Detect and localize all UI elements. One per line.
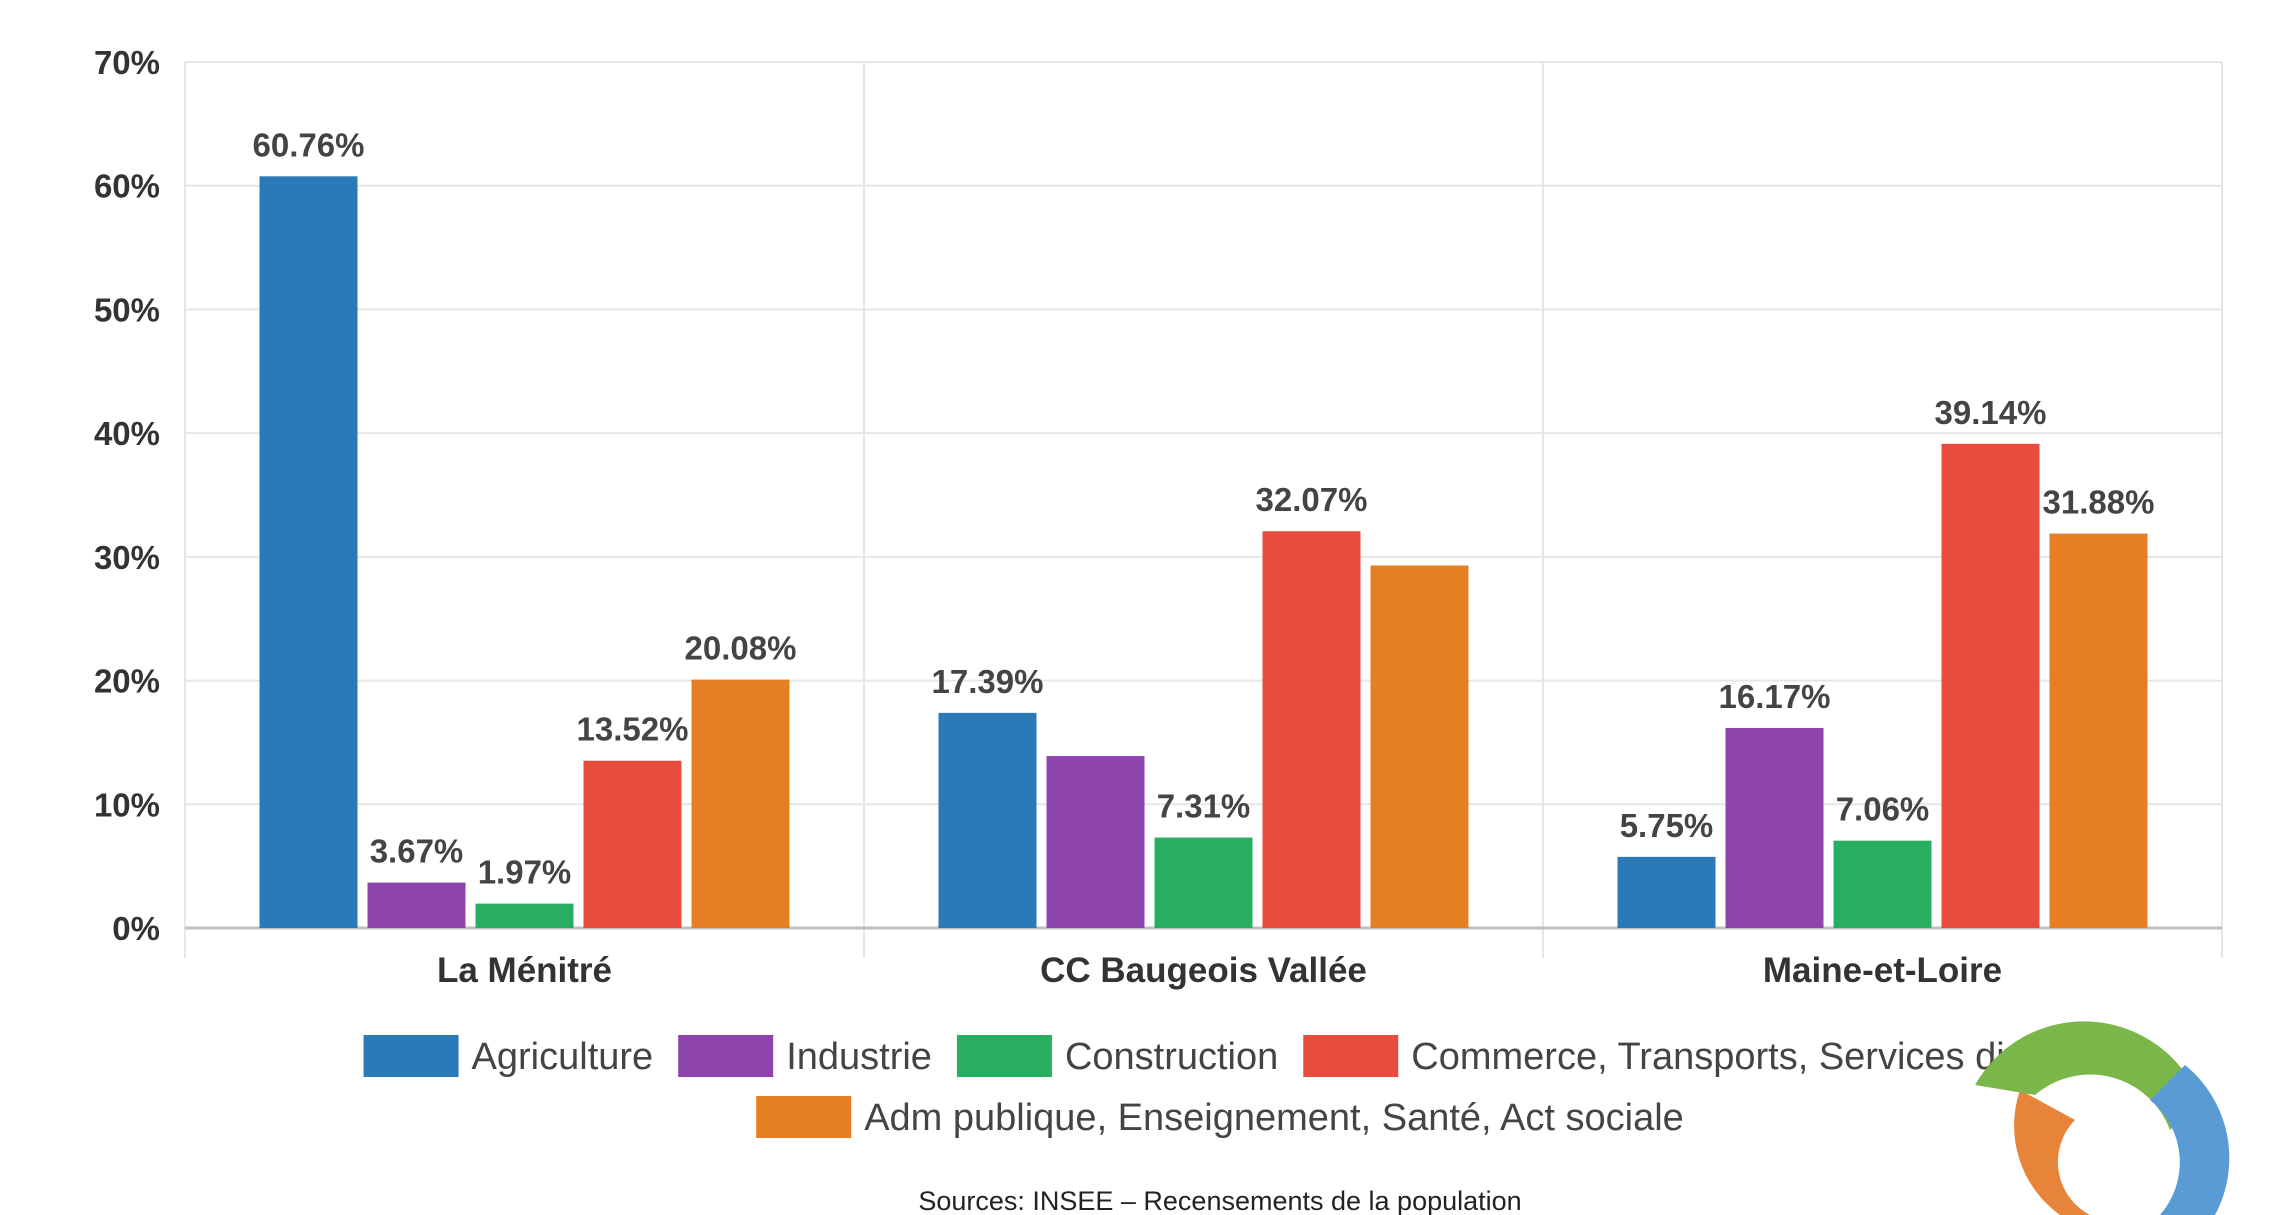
x-category-label: La Ménitré bbox=[437, 951, 612, 990]
data-label: 3.67% bbox=[370, 833, 464, 870]
legend: Agriculture Industrie Construction Commerce… bbox=[363, 1035, 2076, 1139]
bar bbox=[2049, 533, 2148, 928]
legend-label: Agriculture bbox=[472, 1036, 654, 1078]
y-tick-label: 30% bbox=[94, 539, 160, 576]
bar bbox=[691, 679, 790, 928]
bar bbox=[1617, 856, 1716, 928]
data-label: 17.39% bbox=[932, 663, 1044, 700]
data-label: 1.97% bbox=[478, 854, 572, 891]
x-category-label: Maine-et-Loire bbox=[1763, 951, 2002, 990]
bar bbox=[1833, 840, 1932, 928]
bar bbox=[1941, 443, 2040, 928]
legend-label: Commerce, Transports, Services divers bbox=[1411, 1036, 2076, 1078]
source-note: Sources: INSEE – Recensements de la popu… bbox=[918, 1186, 1521, 1215]
legend-label: Adm publique, Enseignement, Santé, Act s… bbox=[864, 1097, 1684, 1139]
y-axis-ticks: 0% 10% 20% 30% 40% 50% 60% 70% bbox=[94, 44, 160, 947]
circular-arrows-logo-icon bbox=[1975, 1021, 2230, 1215]
y-tick-label: 20% bbox=[94, 663, 160, 700]
legend-swatch bbox=[1303, 1035, 1399, 1077]
legend-label: Construction bbox=[1065, 1036, 1278, 1078]
legend-swatch bbox=[756, 1096, 852, 1138]
y-tick-label: 0% bbox=[112, 910, 160, 947]
data-label: 39.14% bbox=[1935, 394, 2047, 431]
data-label: 5.75% bbox=[1620, 807, 1714, 844]
bar bbox=[1370, 565, 1469, 928]
data-label: 7.06% bbox=[1836, 791, 1930, 828]
data-label: 60.76% bbox=[253, 126, 365, 163]
data-label: 7.31% bbox=[1157, 788, 1251, 825]
bar bbox=[583, 760, 682, 928]
bar bbox=[1154, 837, 1253, 928]
x-axis-categories: La Ménitré CC Baugeois Vallée Maine-et-Loi… bbox=[437, 951, 2002, 990]
bar bbox=[259, 176, 358, 928]
bar bbox=[1262, 531, 1361, 928]
bar bbox=[475, 903, 574, 928]
legend-swatch bbox=[956, 1035, 1052, 1077]
y-tick-label: 40% bbox=[94, 415, 160, 452]
x-category-label: CC Baugeois Vallée bbox=[1040, 951, 1367, 990]
data-label: 16.17% bbox=[1719, 678, 1831, 715]
data-label: 31.88% bbox=[2043, 484, 2155, 521]
legend-label: Industrie bbox=[786, 1036, 932, 1078]
bar bbox=[1046, 756, 1145, 928]
legend-swatch bbox=[363, 1035, 459, 1077]
y-tick-label: 60% bbox=[94, 168, 160, 205]
data-label: 32.07% bbox=[1256, 481, 1368, 518]
bar bbox=[938, 712, 1037, 928]
y-tick-label: 50% bbox=[94, 291, 160, 328]
data-labels: 60.76% 3.67% 1.97% 13.52% 20.08% 17.39% 7.31% 3… bbox=[253, 126, 2155, 890]
y-tick-label: 70% bbox=[94, 44, 160, 81]
bars bbox=[259, 176, 2148, 928]
bar bbox=[1725, 727, 1824, 928]
legend-swatch bbox=[678, 1035, 774, 1077]
data-label: 13.52% bbox=[577, 711, 689, 748]
y-tick-label: 10% bbox=[94, 786, 160, 823]
data-label: 20.08% bbox=[685, 630, 797, 667]
bar bbox=[367, 882, 466, 928]
